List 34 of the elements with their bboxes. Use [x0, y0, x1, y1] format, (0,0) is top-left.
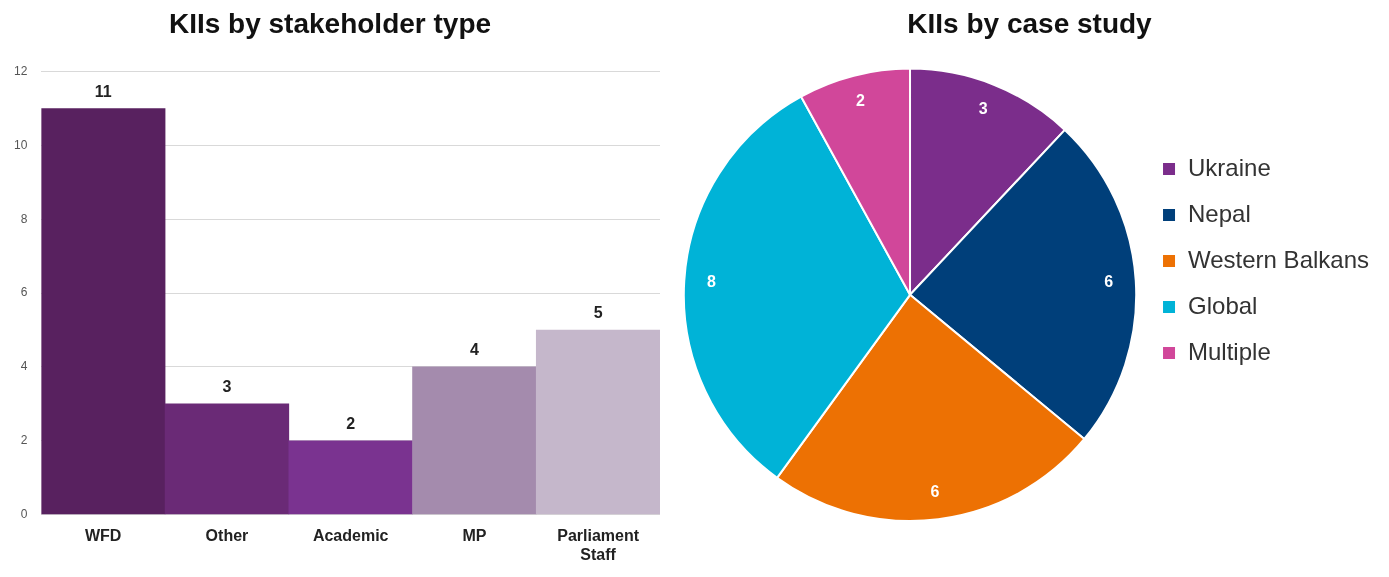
legend-label: Nepal	[1188, 199, 1251, 227]
bar	[164, 403, 290, 515]
legend-label: Multiple	[1188, 337, 1271, 365]
y-tick-label: 2	[20, 433, 28, 448]
x-tick-label: Academic	[312, 526, 389, 544]
bar	[41, 108, 166, 515]
x-tick-label: Other	[205, 526, 249, 544]
bar	[535, 329, 660, 515]
x-tick-label: Parliament Staff	[557, 526, 640, 563]
bar	[288, 440, 413, 515]
legend-label: Global	[1188, 291, 1258, 319]
legend-label: Ukraine	[1188, 153, 1271, 181]
chart-title: KIIs by case study	[907, 7, 1153, 39]
data-label: 5	[593, 304, 603, 322]
y-tick-label: 10	[13, 137, 28, 152]
y-tick-label: 8	[20, 211, 28, 226]
data-label: 2	[856, 92, 866, 110]
y-tick-label: 0	[20, 506, 28, 521]
data-label: 4	[469, 341, 479, 359]
bar	[412, 366, 537, 515]
data-label: 2	[346, 415, 356, 433]
y-tick-label: 4	[20, 359, 28, 374]
y-tick-label: 6	[20, 285, 28, 300]
chart-title: KIIs by stakeholder type	[168, 7, 492, 39]
data-label: 3	[978, 100, 988, 118]
data-label: 6	[930, 482, 940, 500]
x-tick-label: MP	[462, 526, 487, 544]
y-tick-label: 12	[13, 63, 28, 78]
data-label: 3	[222, 378, 232, 396]
data-label: 6	[1104, 272, 1114, 290]
data-label: 11	[94, 82, 112, 100]
legend-label: Western Balkans	[1188, 245, 1370, 273]
x-tick-label: WFD	[84, 526, 122, 544]
data-label: 8	[706, 272, 716, 290]
